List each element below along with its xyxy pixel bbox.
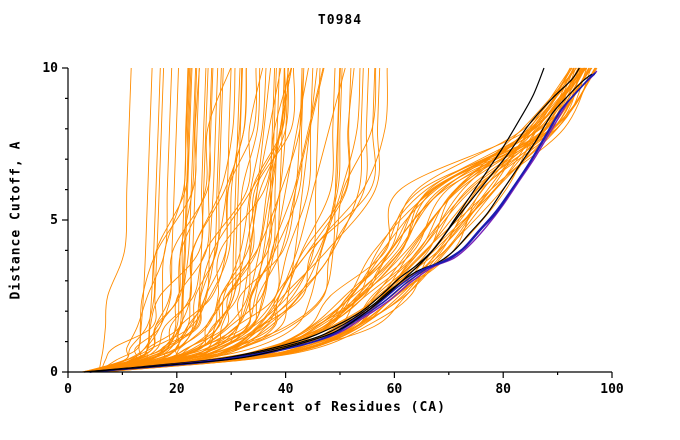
orange-curve-99 — [82, 67, 232, 373]
orange-curve-93 — [86, 67, 587, 373]
orange-curve-2 — [95, 67, 261, 373]
x-tick-label: 60 — [387, 382, 403, 397]
orange-curve-107 — [86, 67, 586, 373]
blue-curve-2 — [89, 73, 596, 373]
orange-curve-20 — [98, 67, 132, 373]
x-tick-label: 40 — [278, 382, 294, 397]
curves-layer — [81, 67, 598, 373]
orange-curve-108 — [89, 67, 290, 373]
orange-curve-97 — [82, 67, 173, 373]
orange-curve-57 — [101, 67, 179, 373]
orange-curve-83 — [85, 67, 192, 373]
orange-curve-67 — [100, 67, 200, 373]
black-curve-3 — [89, 73, 593, 373]
x-tick-label: 0 — [64, 382, 72, 397]
orange-curve-65 — [87, 67, 286, 373]
black-curve-1 — [84, 67, 545, 373]
orange-curve-96 — [91, 67, 153, 373]
orange-curve-32 — [88, 67, 219, 373]
orange-curve-56 — [90, 67, 243, 373]
orange-curve-3 — [89, 67, 161, 373]
orange-curve-0 — [96, 67, 193, 373]
chart-title: T0984 — [317, 13, 363, 28]
orange-curve-21 — [100, 67, 165, 373]
orange-curve-90 — [83, 67, 370, 373]
orange-curve-72 — [102, 67, 214, 373]
orange-curve-80 — [85, 67, 303, 373]
orange-curve-88 — [85, 67, 285, 373]
orange-curve-8 — [99, 67, 198, 373]
x-tick-label: 80 — [495, 382, 511, 397]
orange-curve-102 — [87, 67, 189, 373]
y-tick-label: 0 — [50, 365, 58, 380]
orange-curve-41 — [94, 67, 287, 373]
orange-curve-28 — [97, 67, 364, 373]
x-tick-label: 100 — [600, 382, 624, 397]
orange-curve-59 — [95, 67, 376, 373]
orange-curve-84 — [91, 67, 247, 373]
y-tick-label: 10 — [42, 61, 58, 76]
black-curve-2 — [84, 67, 580, 373]
orange-curve-104 — [87, 67, 257, 373]
orange-curve-89 — [102, 67, 303, 373]
orange-curve-87 — [97, 67, 200, 373]
x-axis-label: Percent of Residues (CA) — [234, 400, 446, 415]
orange-curve-64 — [90, 67, 309, 373]
axes — [62, 67, 613, 378]
x-tick-label: 20 — [169, 382, 185, 397]
blue-curve-1 — [89, 71, 597, 373]
orange-curve-76 — [82, 67, 377, 373]
y-tick-label: 5 — [50, 213, 58, 228]
orange-curve-101 — [95, 67, 197, 373]
